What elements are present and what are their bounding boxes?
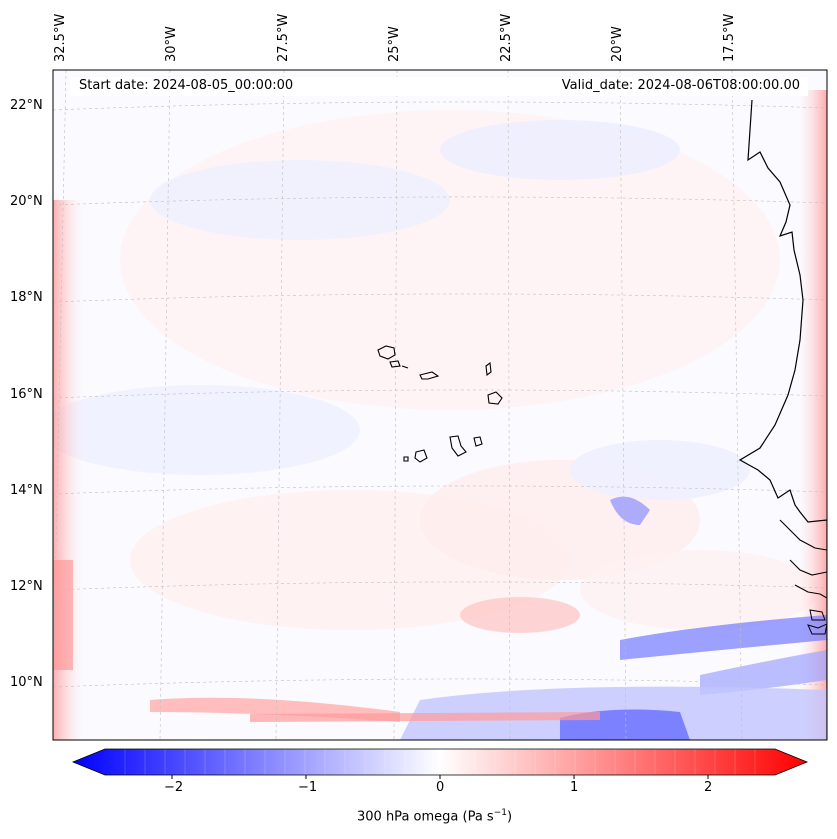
map-frame — [52, 69, 828, 741]
lon-label: 27.5°W — [276, 13, 291, 62]
cape-verde-islands — [377, 345, 503, 463]
colorbar — [71, 748, 809, 779]
lon-label: 32.5°W — [53, 13, 68, 62]
colorbar-label-exponent: −1 — [493, 808, 507, 818]
lat-label: 14°N — [10, 483, 43, 498]
lon-label: 30°W — [164, 26, 179, 62]
date-banner — [70, 77, 808, 96]
lon-label: 20°W — [610, 26, 625, 62]
omega-field — [53, 70, 827, 740]
africa-coastline — [738, 99, 827, 740]
colorbar-label: 300 hPa omega (Pa s−1) — [357, 808, 512, 824]
valid-date-label: Valid_date: 2024-08-06T08:00:00.00 — [561, 78, 800, 93]
lat-label: 10°N — [10, 675, 43, 690]
colorbar-label-text: 300 hPa omega (Pa s — [357, 809, 494, 825]
lat-label: 22°N — [10, 98, 43, 113]
colorbar-tick-label: −2 — [164, 780, 184, 795]
lon-label: 25°W — [387, 26, 402, 62]
lat-label: 20°N — [10, 194, 43, 209]
lat-label: 16°N — [10, 387, 43, 402]
colorbar-label-close: ) — [506, 809, 513, 825]
colorbar-tick-label: −1 — [298, 780, 318, 795]
lat-label: 18°N — [10, 290, 43, 305]
colorbar-tick-label: 0 — [436, 780, 445, 795]
lon-label: 17.5°W — [722, 13, 737, 62]
start-date-label: Start date: 2024-08-05_00:00:00 — [79, 78, 294, 93]
lat-label: 12°N — [10, 579, 43, 594]
lon-label: 22.5°W — [499, 13, 514, 62]
colorbar-tick-label: 1 — [570, 780, 579, 795]
colorbar-tick-label: 2 — [704, 780, 713, 795]
